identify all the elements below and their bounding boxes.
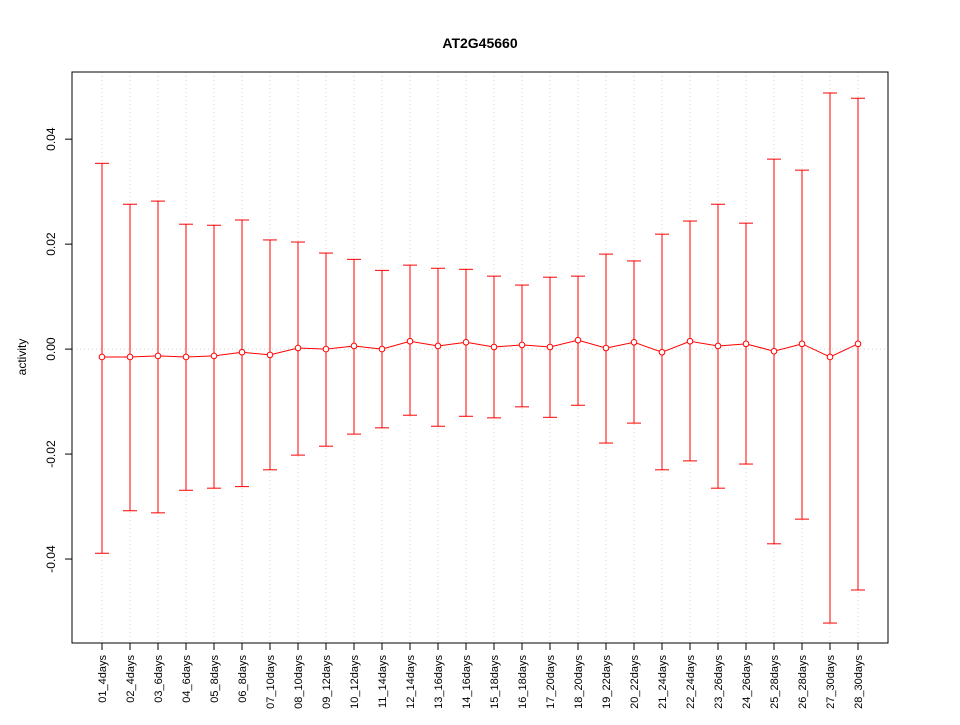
- data-point: [182, 353, 190, 361]
- x-tick-label: 14_16days: [461, 655, 473, 709]
- data-marks: [95, 92, 865, 624]
- plot-frame: [71, 71, 889, 644]
- x-tick-label: 10_12days: [349, 655, 361, 709]
- x-tick-label: 12_14days: [405, 655, 417, 709]
- data-point: [826, 353, 834, 361]
- x-tick-label: 16_18days: [517, 655, 529, 709]
- x-tick-label: 11_14days: [377, 655, 389, 709]
- x-axis: 01_4days 02_4days 03_6days 04_6days 05_8days…: [97, 642, 865, 709]
- x-tick-label: 04_6days: [181, 655, 193, 703]
- data-point: [770, 347, 778, 355]
- data-point: [406, 337, 414, 345]
- y-tick-label: -0.02: [44, 440, 58, 468]
- x-tick-label: 05_8days: [209, 655, 221, 703]
- x-tick-label: 20_22days: [629, 655, 641, 709]
- data-point: [294, 344, 302, 352]
- data-point: [462, 338, 470, 346]
- data-point: [658, 348, 666, 356]
- data-point: [854, 340, 862, 348]
- mean-line: [102, 339, 859, 358]
- x-tick-label: 08_10days: [293, 655, 305, 709]
- y-tick-label: 0.02: [44, 232, 58, 256]
- data-point: [238, 348, 246, 356]
- data-point: [154, 352, 162, 360]
- data-point: [742, 340, 750, 348]
- data-point: [518, 341, 526, 349]
- y-axis-label: activity: [15, 339, 29, 376]
- data-point: [490, 343, 498, 351]
- data-point: [210, 352, 218, 360]
- data-point: [98, 353, 106, 361]
- x-tick-label: 17_20days: [545, 655, 557, 709]
- y-tick-label: 0.00: [44, 337, 58, 361]
- data-point: [266, 351, 274, 359]
- data-point: [602, 344, 610, 352]
- x-tick-label: 19_22days: [601, 655, 613, 709]
- y-axis: -0.04 -0.02 0.00 0.02 0.04: [44, 127, 73, 573]
- data-point: [546, 343, 554, 351]
- data-point: [630, 338, 638, 346]
- data-point: [126, 353, 134, 361]
- data-point: [798, 340, 806, 348]
- grid: [72, 72, 888, 643]
- x-tick-label: 23_26days: [713, 655, 725, 709]
- x-tick-label: 02_4days: [125, 655, 137, 703]
- data-point: [574, 336, 582, 344]
- x-tick-label: 13_16days: [433, 655, 445, 709]
- x-tick-label: 22_24days: [685, 655, 697, 709]
- data-point: [322, 345, 330, 353]
- data-point: [714, 342, 722, 350]
- x-tick-label: 01_4days: [97, 655, 109, 703]
- y-tick-label: -0.04: [44, 545, 58, 573]
- x-tick-label: 06_8days: [237, 655, 249, 703]
- x-tick-label: 27_30days: [825, 655, 837, 709]
- chart-title: AT2G45660: [442, 35, 517, 51]
- x-tick-label: 28_30days: [853, 655, 865, 709]
- data-point: [434, 342, 442, 350]
- x-tick-label: 24_26days: [741, 655, 753, 709]
- x-tick-label: 25_28days: [769, 655, 781, 709]
- x-tick-label: 09_12days: [321, 655, 333, 709]
- data-point: [378, 345, 386, 353]
- x-tick-label: 21_24days: [657, 655, 669, 709]
- x-tick-label: 03_6days: [153, 655, 165, 703]
- data-point: [350, 342, 358, 350]
- x-tick-label: 15_18days: [489, 655, 501, 709]
- data-point: [686, 337, 694, 345]
- y-tick-label: 0.04: [44, 127, 58, 151]
- x-tick-label: 07_10days: [265, 655, 277, 709]
- x-tick-label: 18_20days: [573, 655, 585, 709]
- x-tick-label: 26_28days: [797, 655, 809, 709]
